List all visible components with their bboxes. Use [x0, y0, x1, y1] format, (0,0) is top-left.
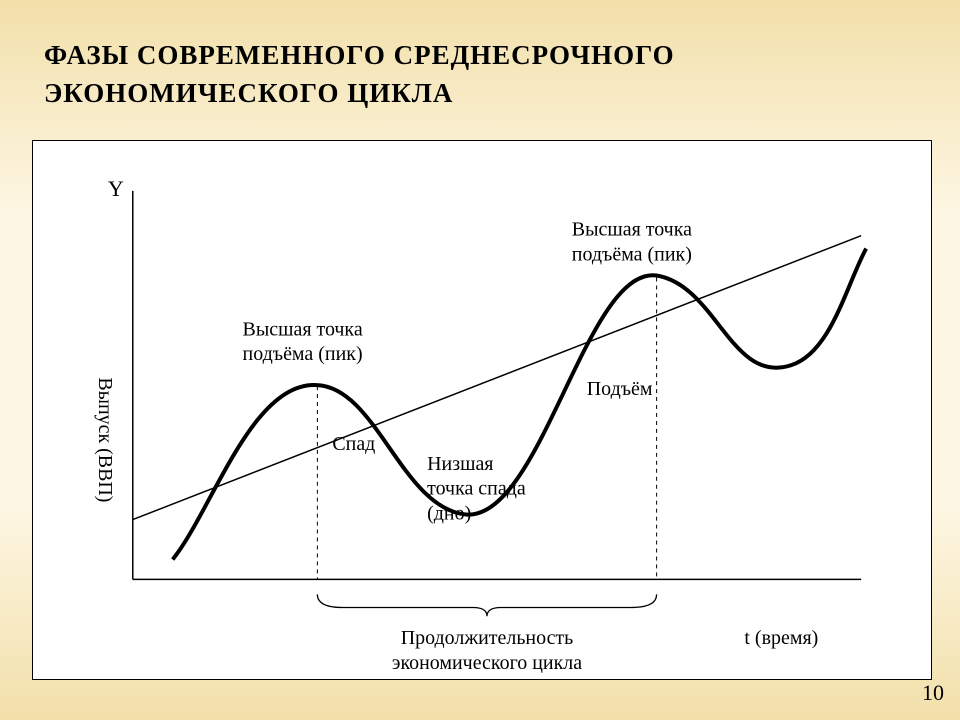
chart-frame: Y Выпуск (ВВП) t (время) Высшая точка по… [32, 140, 932, 680]
x-axis-label: t (время) [744, 627, 818, 649]
label-peak2-l1: Высшая точка [572, 219, 692, 241]
slide: ФАЗЫ СОВРЕМЕННОГО СРЕДНЕСРОЧНОГО ЭКОНОМИ… [0, 0, 960, 720]
y-axis-title: Выпуск (ВВП) [94, 377, 116, 502]
label-peak1-l1: Высшая точка [243, 318, 363, 340]
label-podyom: Подъём [587, 378, 653, 400]
cycle-duration-brace [317, 594, 656, 616]
label-peak1-l2: подъёма (пик) [243, 343, 363, 365]
cycle-curve [173, 249, 866, 560]
slide-title-line1: ФАЗЫ СОВРЕМЕННОГО СРЕДНЕСРОЧНОГО [44, 40, 675, 71]
label-duration-l1: Продолжительность [401, 627, 574, 649]
label-dno-l1: Низшая [427, 453, 493, 475]
page-number: 10 [922, 680, 944, 706]
cycle-chart: Y Выпуск (ВВП) t (время) Высшая точка по… [33, 141, 931, 679]
slide-title-line2: ЭКОНОМИЧЕСКОГО ЦИКЛА [44, 78, 453, 109]
label-dno-l3: (дно) [427, 503, 471, 525]
label-duration-l2: экономического цикла [392, 652, 582, 674]
y-axis-letter: Y [108, 176, 124, 201]
label-spad: Спад [332, 433, 375, 455]
label-dno-l2: точка спада [427, 478, 526, 500]
label-peak2-l2: подъёма (пик) [572, 244, 692, 266]
